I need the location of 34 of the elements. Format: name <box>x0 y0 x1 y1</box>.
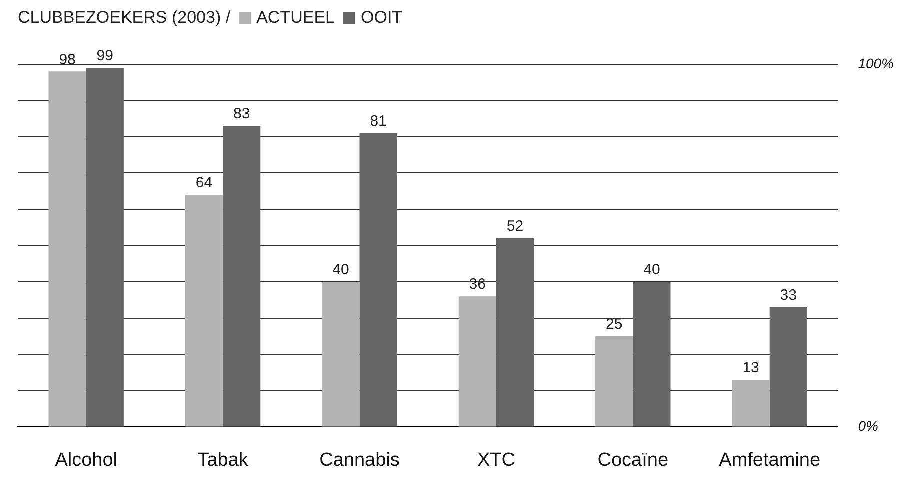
bar <box>322 282 360 427</box>
bar <box>185 195 224 427</box>
legend-label: OOIT <box>361 8 403 28</box>
data-label: 81 <box>370 112 387 130</box>
bar <box>732 380 770 427</box>
legend-label: ACTUEEL <box>256 8 335 28</box>
bar <box>496 238 534 427</box>
data-label: 99 <box>96 48 114 65</box>
bar <box>223 126 261 427</box>
bar <box>770 307 808 427</box>
x-tick-label: XTC <box>477 450 516 471</box>
x-tick-label: Tabak <box>198 450 249 471</box>
x-tick-label: Cannabis <box>320 450 400 471</box>
data-label: 13 <box>742 360 760 377</box>
bar <box>458 296 496 427</box>
x-tick-label: Cocaïne <box>598 450 669 471</box>
y-tick-label: 100% <box>858 55 894 72</box>
data-label: 25 <box>606 316 623 334</box>
x-tick-label: Alcohol <box>55 450 118 471</box>
data-label: 40 <box>644 262 660 279</box>
bar <box>48 72 86 427</box>
chart-title: CLUBBEZOEKERS (2003) / <box>18 8 231 28</box>
data-label: 98 <box>59 51 76 68</box>
bar <box>86 68 124 427</box>
data-label: 33 <box>780 287 797 304</box>
data-label: 40 <box>332 262 350 279</box>
data-label: 64 <box>196 174 213 192</box>
data-label: 52 <box>506 218 524 236</box>
y-tick-label: 0% <box>858 418 878 434</box>
data-label: 83 <box>234 106 250 123</box>
bar <box>360 133 398 427</box>
bar <box>633 282 671 427</box>
bar <box>596 336 634 427</box>
x-tick-label: Amfetamine <box>719 450 821 471</box>
